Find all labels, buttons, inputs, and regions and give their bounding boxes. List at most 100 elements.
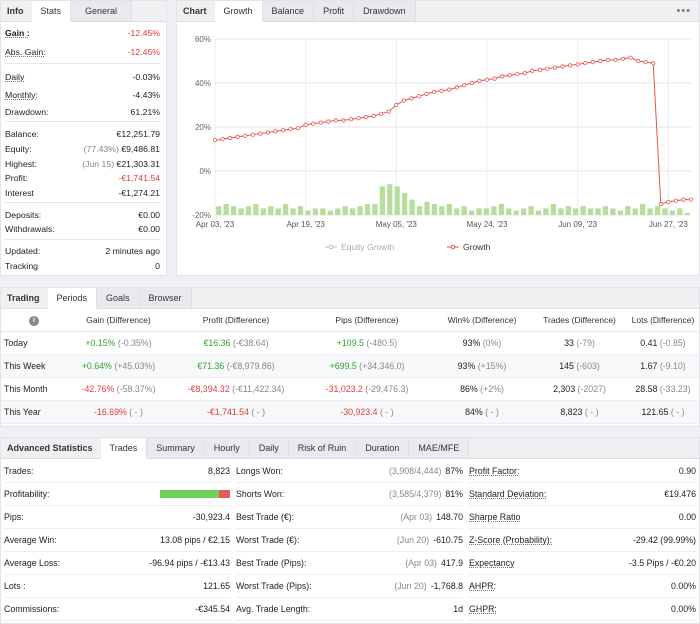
updated-value: 2 minutes ago [105,246,160,256]
stat-value: -610.75 [433,535,463,545]
growth-chart: 60% 40% 20% 0% -20%Apr 03, '23 Apr 19, '23 May… [192,35,694,252]
tab-summary[interactable]: Summary [147,438,205,458]
equity-bar [565,206,571,215]
tab-daily[interactable]: Daily [249,438,289,458]
tab-profit[interactable]: Profit [314,1,355,21]
growth-point [636,58,641,64]
daily-value: -0.03% [132,72,160,82]
x-tick-label: May 05, '23 [376,220,418,229]
tab-risk-of-ruin[interactable]: Risk of Ruin [288,438,357,458]
x-tick-label: Jun 27, '23 [649,220,688,229]
period-difference: (-29,476.3) [365,383,409,394]
growth-point [590,59,595,65]
period-difference: ( - ) [485,406,499,417]
stat-label[interactable]: Z-Score (Probability): [469,535,553,545]
growth-point [552,65,558,70]
period-label: This Year [1,400,67,424]
period-cell: 33 (-79) [532,331,627,355]
equity-bar [454,208,460,215]
period-cell: €16.36 (-€38.64) [170,331,302,355]
tab-stats[interactable]: Stats [31,1,72,22]
info-icon[interactable]: i [29,315,39,326]
daily-label[interactable]: Daily [5,72,25,82]
period-difference: (+2%) [480,383,504,394]
period-cell: 2,303 (-2027) [532,377,627,401]
period-difference: (-0.85) [659,337,686,348]
period-cell: -€1,741.54 ( - ) [170,400,302,424]
period-cell: 84% ( - ) [432,400,532,424]
abs-gain-row: Abs. Gain: -12.45% [5,45,160,59]
tab-periods[interactable]: Periods [47,288,98,309]
stat-value: 121.65 [203,581,230,591]
period-cell: -€8,394.32 (-€11,422.34) [170,377,302,401]
equity-bar [580,206,586,215]
growth-point [477,78,482,83]
growth-point [280,128,286,133]
period-cell: 8,823 ( - ) [532,400,627,424]
stat-label: Lots : [4,581,26,591]
equity-bar [550,204,557,215]
growth-point [220,137,225,142]
equity-bar [595,208,601,215]
stat-label[interactable]: Profit Factor: [469,466,520,476]
advanced-tabbar: Advanced Statistics Trades Summary Hourl… [1,438,699,459]
tab-hourly[interactable]: Hourly [204,438,250,458]
chart-panel: Chart Growth Balance Profit Drawdown •••… [176,0,700,276]
period-cell: +699.5 (+34,346.0) [302,354,432,378]
abs-gain-label[interactable]: Abs. Gain: [5,47,46,57]
equity-bar [625,206,631,215]
stat-label[interactable]: Sharpe Ratio [469,512,521,522]
equity-bar [387,184,393,215]
equity-percent: (77.43%) [83,144,119,154]
growth-point [333,118,338,123]
tab-drawdown[interactable]: Drawdown [354,1,416,21]
period-difference: ( - ) [379,406,394,417]
growth-point [409,96,414,101]
tab-general[interactable]: General [71,1,133,21]
tab-browser[interactable]: Browser [139,288,192,308]
growth-point [243,133,248,138]
equity-bar [216,206,222,215]
stat-row: Average Win: 13.08 pips / €2.15 [4,529,230,552]
tab-growth[interactable]: Growth [214,1,263,22]
stat-label[interactable]: GHPR: [469,604,497,614]
period-cell: 145 (-603) [532,354,627,378]
equity-bar [468,210,475,215]
tab-goals[interactable]: Goals [97,288,140,308]
tab-trades[interactable]: Trades [100,438,148,459]
period-value: +699.5 [329,360,357,371]
withdrawals-label: Withdrawals: [5,224,55,234]
period-label: This Month [1,377,67,401]
equity-row: Equity: (77.43%) €9,486.81 [5,142,160,156]
growth-point [522,70,527,76]
tab-balance[interactable]: Balance [262,1,315,21]
gain-label[interactable]: Gain : [5,28,30,38]
tab-duration[interactable]: Duration [356,438,410,458]
info-title: Info [7,6,24,16]
tab-mae-mfe[interactable]: MAE/MFE [409,438,470,458]
growth-line [214,57,691,205]
stat-label[interactable]: Expectancy [469,558,515,568]
growth-point [492,76,497,81]
stat-value: 81% [445,489,463,499]
stat-label[interactable]: Standard Deviation: [469,489,547,499]
growth-point [454,85,459,90]
growth-point [643,59,648,65]
growth-point [364,115,369,120]
y-tick-label: 40% [195,79,211,88]
stat-value: -30,923.4 [192,512,230,522]
stat-label: Profitability: [4,489,50,499]
equity-bar [461,206,467,215]
stat-label[interactable]: AHPR: [469,581,496,591]
more-menu-icon[interactable]: ••• [676,5,691,17]
growth-point [545,66,550,71]
interest-label: Interest [5,188,34,198]
equity-bar [528,206,534,215]
growth-point [462,83,467,88]
updated-label: Updated: [5,246,41,256]
period-value: +109.5 [336,337,364,348]
monthly-label[interactable]: Monthly: [5,90,38,100]
growth-point [235,134,240,140]
stat-row: Commissions: -€345.54 [4,598,230,621]
period-cell: -30,923.4 ( - ) [302,400,432,424]
